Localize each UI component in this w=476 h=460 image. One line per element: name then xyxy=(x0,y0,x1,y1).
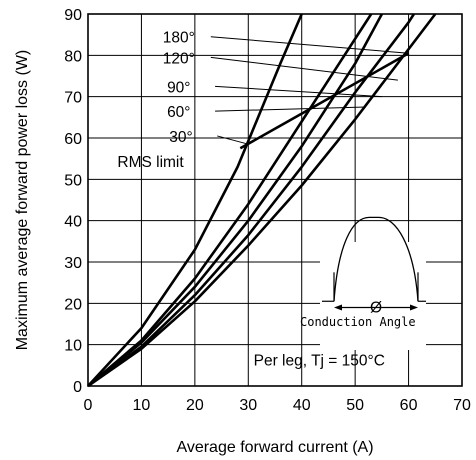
rms-limit-label: RMS limit xyxy=(117,154,184,171)
conduction-angle-label: Conduction Angle xyxy=(300,315,416,329)
grid xyxy=(88,14,462,386)
series-line xyxy=(87,13,384,388)
leader-line xyxy=(217,135,249,145)
leader-line xyxy=(210,36,409,54)
conduction-angle-symbol: Ø xyxy=(370,299,382,316)
y-tick-label: 0 xyxy=(73,379,82,396)
series-line xyxy=(87,13,437,388)
condition-label: Per leg, Tj = 150°C xyxy=(254,352,385,369)
x-tick-label: 20 xyxy=(186,397,204,414)
series-label: 60° xyxy=(167,104,190,121)
y-tick-label: 20 xyxy=(64,296,82,313)
plot-frame xyxy=(87,13,463,387)
y-tick-label: 40 xyxy=(64,214,82,231)
x-tick-label: 60 xyxy=(400,397,418,414)
series-line xyxy=(87,13,373,387)
x-tick-label: 10 xyxy=(133,397,151,414)
y-tick-label: 70 xyxy=(64,90,82,107)
series-lines xyxy=(87,13,437,388)
x-tick-label: 50 xyxy=(346,397,364,414)
series-line xyxy=(87,13,303,387)
rms-limit-line xyxy=(239,52,410,150)
series-label: 90° xyxy=(167,79,190,96)
x-tick-label: 40 xyxy=(293,397,311,414)
y-axis-title: Maximum average forward power loss (W) xyxy=(14,50,31,351)
leader-line xyxy=(215,106,366,112)
half-sine-waveform xyxy=(333,216,419,302)
inset-arrow-left xyxy=(334,304,342,311)
conduction-angle-inset xyxy=(320,216,426,350)
series-label: 120° xyxy=(163,50,195,67)
angle-leader-lines xyxy=(210,36,409,145)
series-label: 180° xyxy=(163,30,195,47)
tick-labels: 0 10 20 30 40 50 60 70 0 10 20 30 40 50 60 70 80 90 xyxy=(64,7,471,414)
inset-arrow-right xyxy=(410,304,418,311)
series-line xyxy=(87,13,415,388)
y-tick-label: 30 xyxy=(64,255,82,272)
x-tick-label: 0 xyxy=(84,397,93,414)
y-tick-label: 50 xyxy=(64,172,82,189)
leader-line xyxy=(210,56,398,81)
y-tick-label: 90 xyxy=(64,7,82,24)
x-tick-label: 30 xyxy=(239,397,257,414)
x-tick-label: 70 xyxy=(453,397,471,414)
series-label: 30° xyxy=(169,129,192,146)
leader-line xyxy=(215,85,382,98)
inset-background xyxy=(320,242,426,350)
x-axis-title: Average forward current (A) xyxy=(176,439,373,456)
series-labels: 180° 120° 90° 60° 30° xyxy=(163,30,195,146)
y-tick-label: 60 xyxy=(64,131,82,148)
y-tick-label: 10 xyxy=(64,338,82,355)
y-tick-label: 80 xyxy=(64,48,82,65)
